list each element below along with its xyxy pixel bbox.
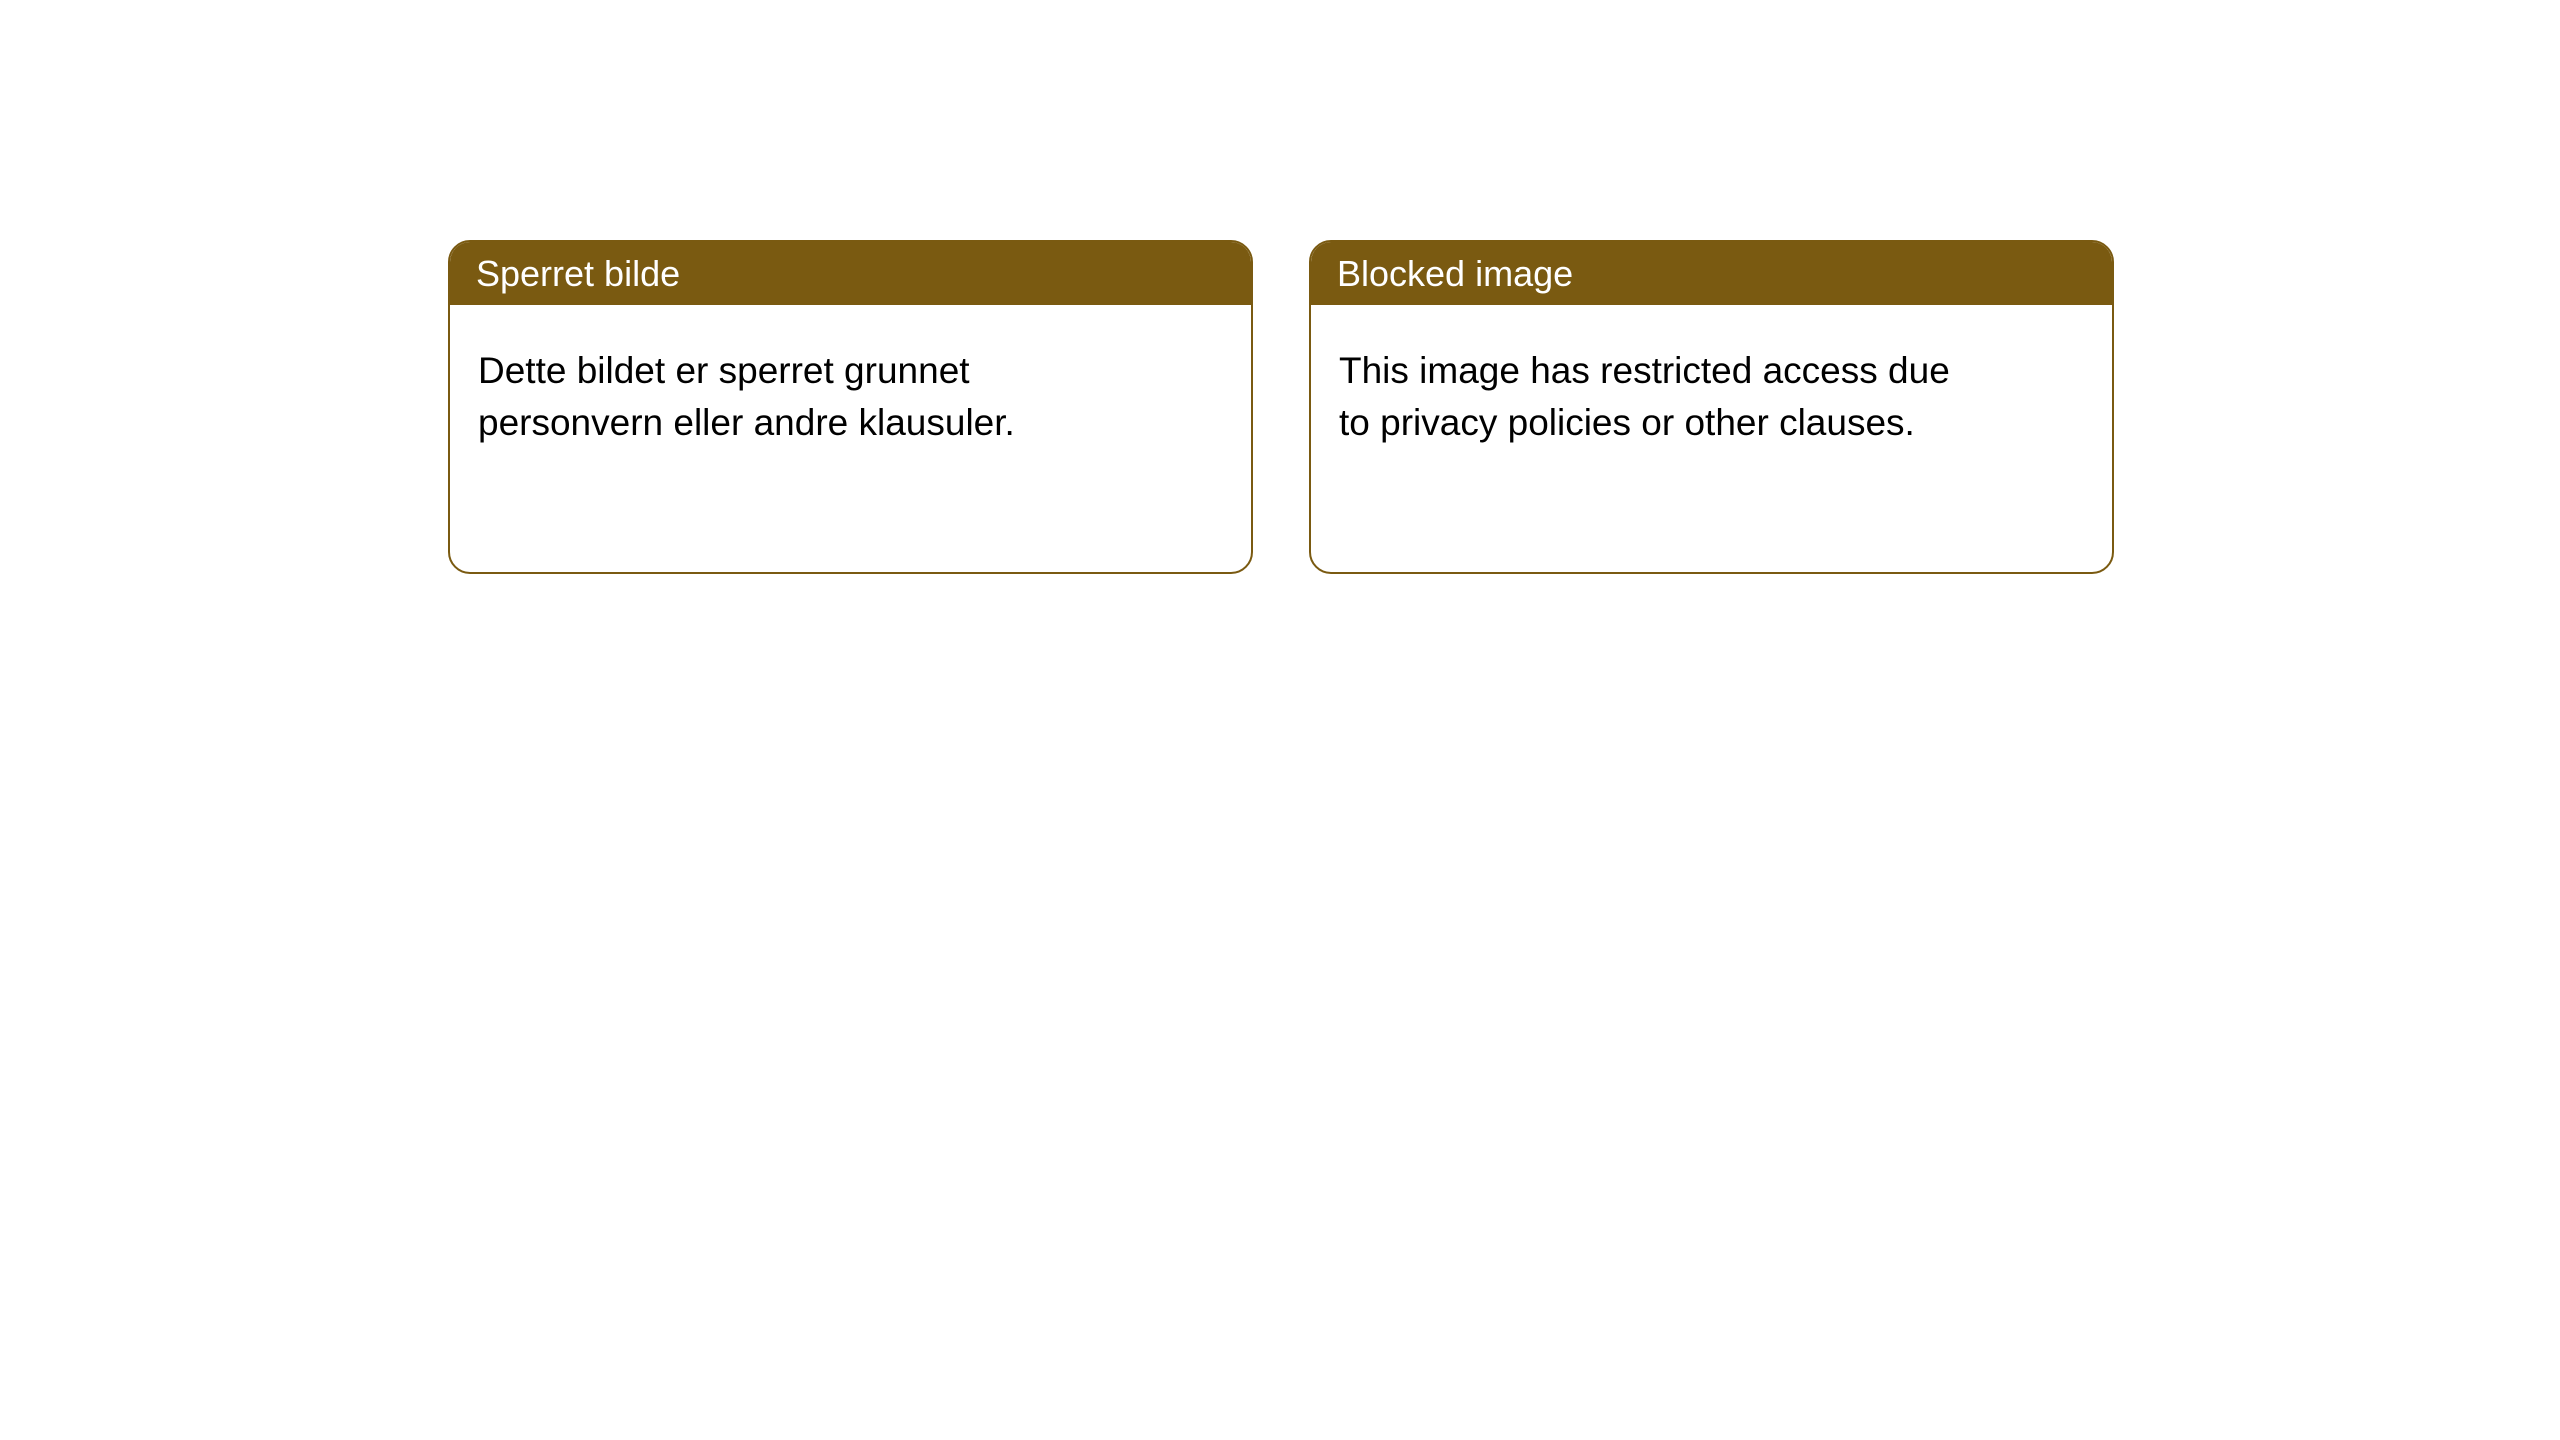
notice-body-norwegian: Dette bildet er sperret grunnet personve…	[450, 305, 1130, 489]
notice-title-english: Blocked image	[1311, 242, 2112, 305]
notice-card-english: Blocked image This image has restricted …	[1309, 240, 2114, 574]
notice-body-english: This image has restricted access due to …	[1311, 305, 1991, 489]
notice-title-norwegian: Sperret bilde	[450, 242, 1251, 305]
notice-container: Sperret bilde Dette bildet er sperret gr…	[0, 0, 2560, 574]
notice-card-norwegian: Sperret bilde Dette bildet er sperret gr…	[448, 240, 1253, 574]
